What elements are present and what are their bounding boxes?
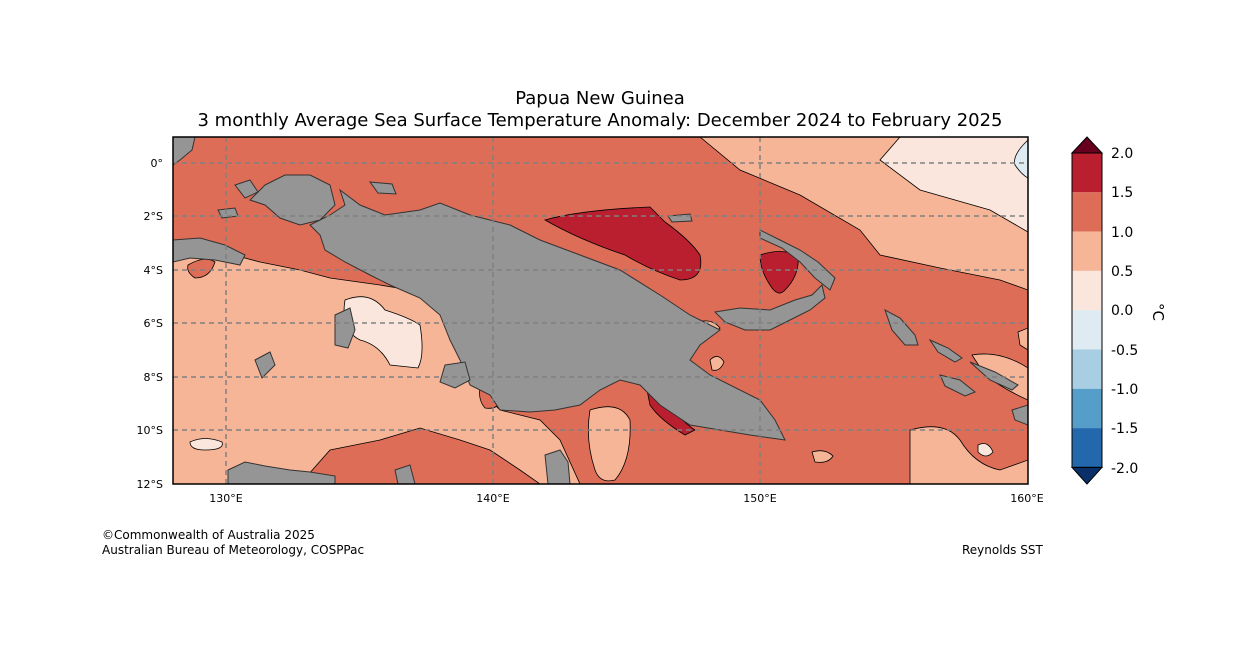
map-subtitle: 3 monthly Average Sea Surface Temperatur… bbox=[197, 110, 1003, 131]
anomaly-zone-0-0.5-southwest bbox=[189, 438, 223, 451]
colorbar-swatch bbox=[1072, 153, 1102, 193]
aru-islands bbox=[334, 307, 356, 349]
anomaly-zone-0.5-1-edge bbox=[1017, 327, 1028, 351]
anomaly-zone-0.5-1-islet2 bbox=[811, 450, 834, 463]
halmahera-island bbox=[249, 174, 336, 226]
colorbar-swatch bbox=[1072, 388, 1102, 429]
colorbar-tick: 1.5 bbox=[1111, 185, 1133, 201]
new-guinea-landmass bbox=[309, 188, 786, 441]
anomaly-zone-0-0.5-islet bbox=[977, 443, 994, 457]
lat-label: 4°S bbox=[144, 264, 163, 277]
lat-label: 8°S bbox=[144, 371, 163, 384]
map-frame bbox=[172, 136, 1029, 485]
anomaly-zone-0.5-1-southeast bbox=[909, 426, 1028, 484]
australia-coast-islet bbox=[394, 464, 416, 484]
colorbar-ticks: 2.0 1.5 1.0 0.5 0.0 -0.5 -1.0 -1.5 -2.0 bbox=[1111, 146, 1138, 477]
lon-label: 140°E bbox=[476, 492, 509, 505]
islet-west bbox=[234, 179, 259, 199]
colorbar-tick: 2.0 bbox=[1111, 146, 1133, 162]
credit-text: Australian Bureau of Meteorology, COSPPa… bbox=[102, 543, 365, 557]
colorbar-tick: -0.5 bbox=[1111, 343, 1138, 359]
colorbar-unit: °C bbox=[1149, 303, 1167, 321]
anomaly-zone-0-0.5-arafura bbox=[343, 296, 423, 369]
colorbar-tick: -1.0 bbox=[1111, 382, 1138, 398]
colorbar-min-arrow bbox=[1070, 466, 1104, 485]
anomaly-zone-0.5-1-coral bbox=[587, 406, 631, 482]
lat-label: 2°S bbox=[144, 210, 163, 223]
lat-labels: 0° 2°S 4°S 6°S 8°S 10°S 12°S bbox=[137, 157, 163, 491]
choiseul-island bbox=[928, 338, 963, 363]
colorbar-tick: 0.5 bbox=[1111, 264, 1133, 280]
colorbar-tick: -2.0 bbox=[1111, 461, 1138, 477]
sulawesi-edge bbox=[173, 137, 196, 166]
anomaly-zone-1-1.5-south bbox=[299, 427, 541, 484]
frederik-island bbox=[439, 361, 471, 389]
map-title: Papua New Guinea bbox=[515, 88, 685, 109]
graticule bbox=[173, 137, 1028, 484]
anomaly-zone-0-0.5-northeast bbox=[879, 137, 1028, 233]
australia-north-coast bbox=[227, 461, 336, 484]
colorbar-swatch bbox=[1072, 310, 1102, 350]
data-source-text: Reynolds SST bbox=[962, 543, 1043, 557]
anomaly-zone-neg-northeast bbox=[1014, 139, 1028, 179]
colorbar-max-arrow bbox=[1070, 136, 1104, 154]
colorbar-swatch bbox=[1072, 349, 1102, 389]
new-georgia-island bbox=[939, 374, 976, 397]
lon-label: 160°E bbox=[1010, 492, 1043, 505]
manus-island bbox=[667, 213, 693, 223]
lat-label: 6°S bbox=[144, 317, 163, 330]
lon-labels: 130°E 140°E 150°E 160°E bbox=[209, 492, 1043, 505]
colorbar-tick: 0.0 bbox=[1111, 303, 1133, 319]
cape-york bbox=[544, 449, 571, 484]
colorbar-frame bbox=[1071, 152, 1103, 468]
lat-label: 0° bbox=[151, 157, 164, 170]
colorbar-tick: 1.0 bbox=[1111, 225, 1133, 241]
lat-label: 10°S bbox=[137, 424, 163, 437]
colorbar-swatch bbox=[1072, 428, 1102, 468]
copyright-text: ©Commonwealth of Australia 2025 bbox=[102, 528, 315, 542]
lon-label: 150°E bbox=[743, 492, 776, 505]
colorbar-swatch bbox=[1072, 231, 1102, 271]
lon-label: 130°E bbox=[209, 492, 242, 505]
new-britain-island bbox=[713, 284, 826, 331]
lat-label: 12°S bbox=[137, 478, 163, 491]
seram-island bbox=[173, 237, 246, 266]
colorbar: 2.0 1.5 1.0 0.5 0.0 -0.5 -1.0 -1.5 -2.0 … bbox=[1070, 136, 1167, 485]
bougainville-island bbox=[884, 308, 919, 346]
colorbar-tick: -1.5 bbox=[1111, 421, 1138, 437]
tanimbar-island bbox=[254, 351, 276, 379]
colorbar-swatch bbox=[1072, 270, 1102, 311]
map-area bbox=[173, 137, 1028, 484]
anomaly-zone-0.5-1-islet4 bbox=[709, 356, 725, 371]
colorbar-swatch bbox=[1072, 192, 1102, 232]
biak-island bbox=[368, 181, 397, 195]
guadalcanal-edge bbox=[1011, 404, 1028, 426]
new-ireland-island bbox=[759, 229, 836, 291]
